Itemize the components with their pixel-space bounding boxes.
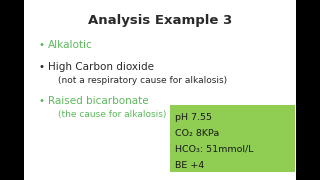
Bar (170, 105, 295, 172)
Text: •: • (38, 62, 44, 72)
Text: •: • (38, 96, 44, 106)
Bar (0, 0, 24, 180)
Text: BE +4: BE +4 (175, 161, 204, 170)
Text: High Carbon dioxide: High Carbon dioxide (48, 62, 154, 72)
Text: Analysis Example 3: Analysis Example 3 (88, 14, 232, 27)
Text: Raised bicarbonate: Raised bicarbonate (48, 96, 148, 106)
Text: (the cause for alkalosis): (the cause for alkalosis) (58, 110, 166, 119)
Text: Alkalotic: Alkalotic (48, 40, 93, 50)
Text: CO₂ 8KPa: CO₂ 8KPa (175, 129, 219, 138)
Text: •: • (38, 40, 44, 50)
Text: (not a respiratory cause for alkalosis): (not a respiratory cause for alkalosis) (58, 76, 227, 85)
Text: pH 7.55: pH 7.55 (175, 113, 212, 122)
Bar (296, 0, 320, 180)
Text: HCO₃: 51mmol/L: HCO₃: 51mmol/L (175, 145, 253, 154)
